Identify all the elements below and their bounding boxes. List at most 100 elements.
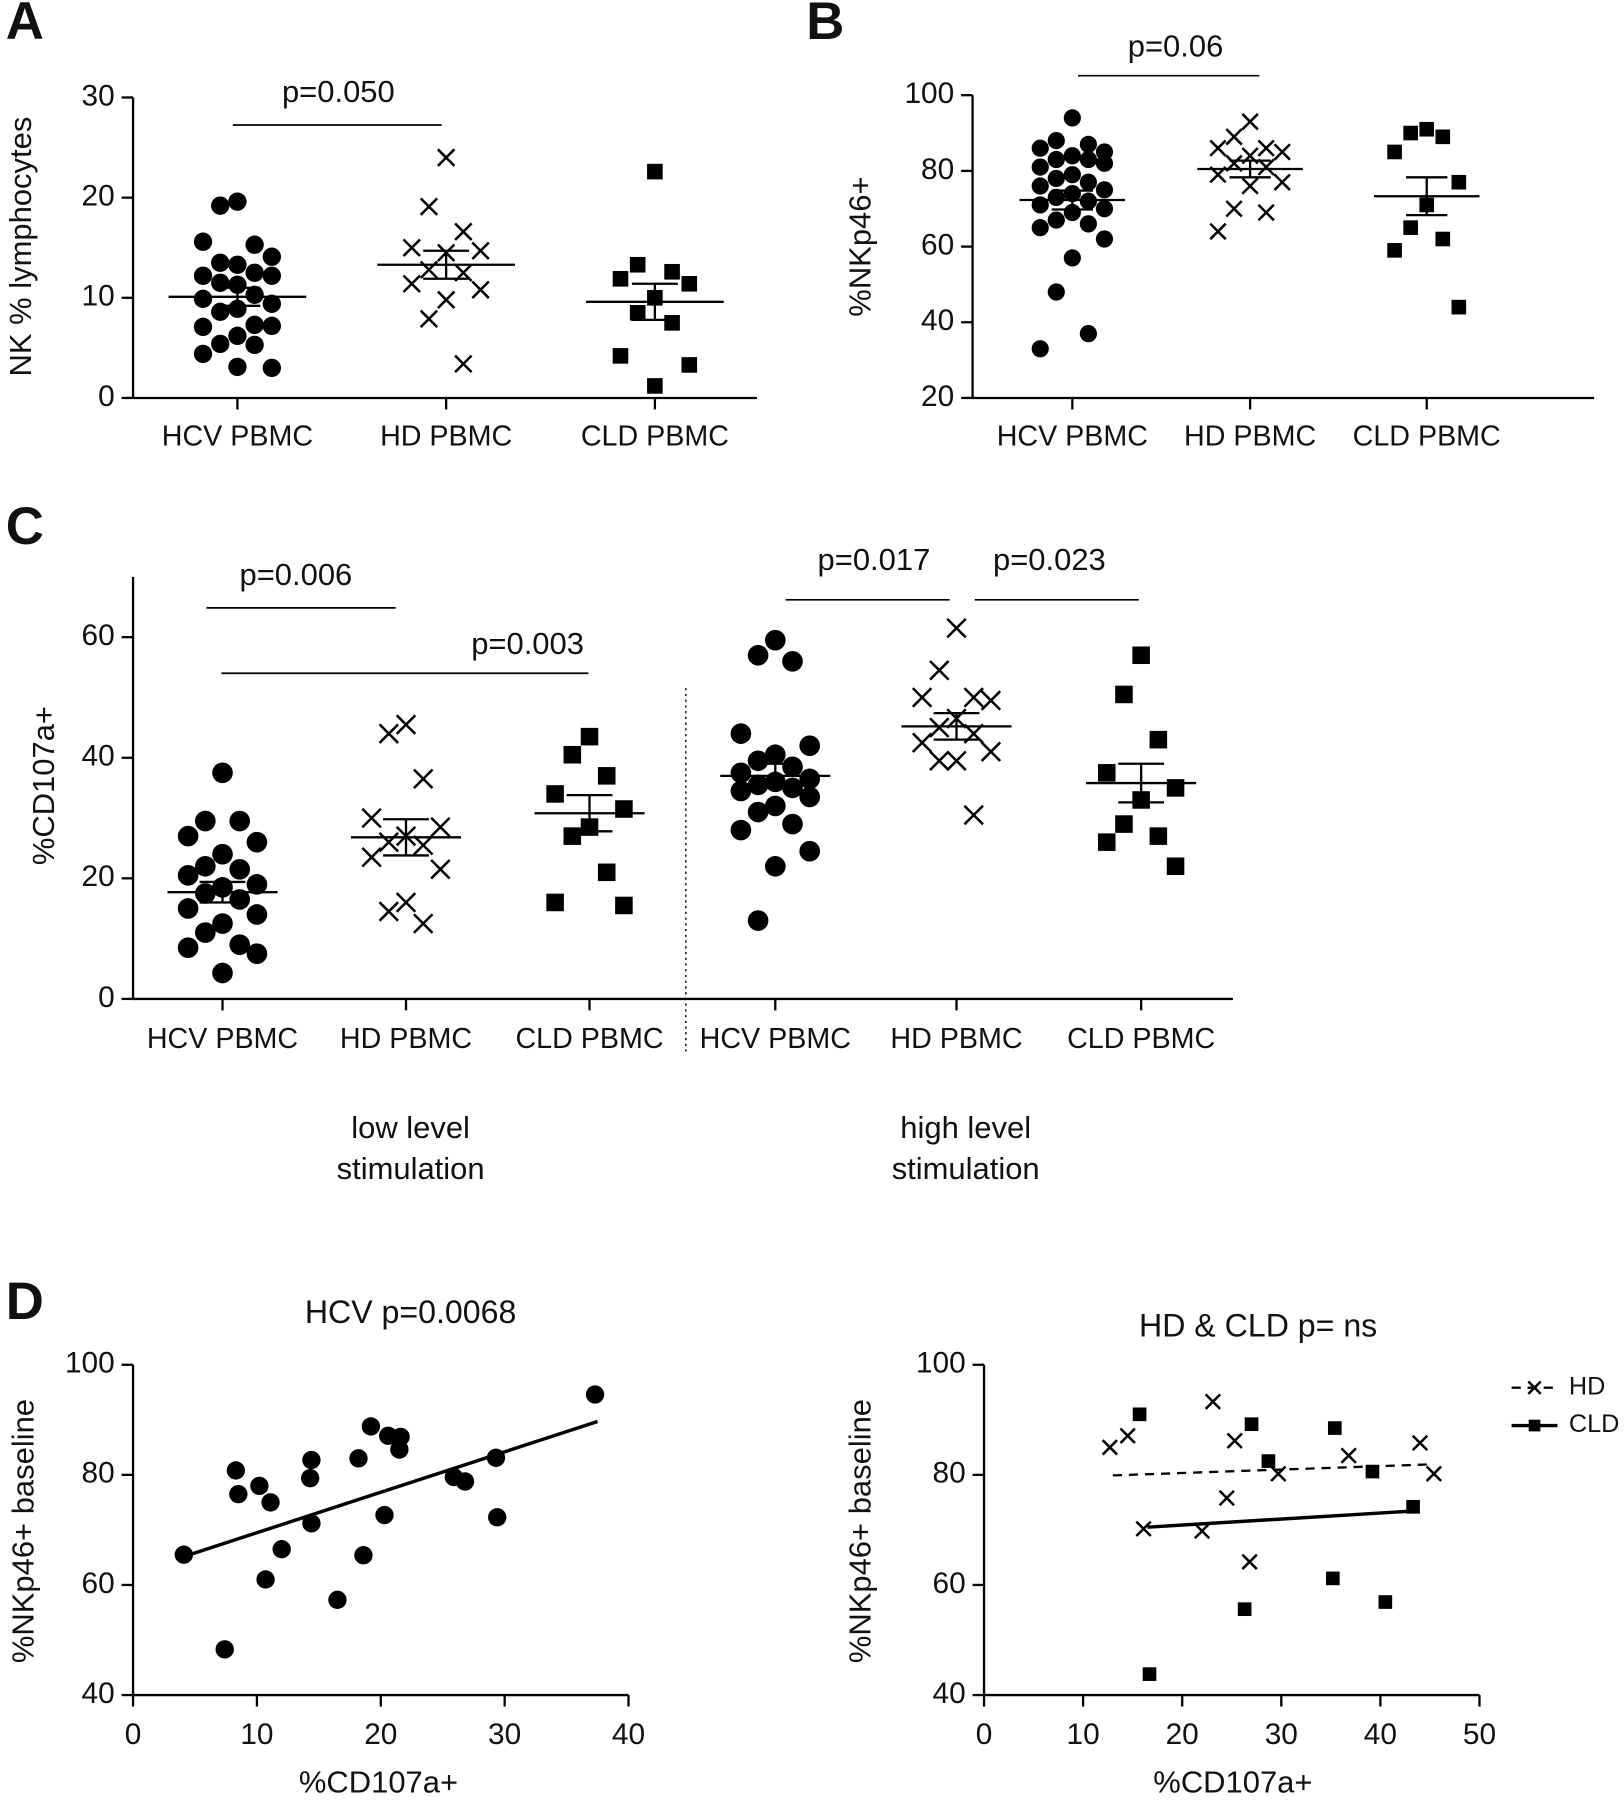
x-tick-label: 0 [976,1718,993,1751]
point [1095,200,1114,218]
point [177,825,199,847]
point [730,819,752,841]
point [911,732,933,753]
point [256,1570,275,1589]
y-tick-label: 40 [82,1677,115,1710]
point [1097,764,1116,782]
point [375,1505,394,1525]
point [193,317,213,337]
point [1425,1465,1443,1482]
point [963,687,984,708]
point [1101,1439,1118,1456]
x-axis-label: %CD107a+ [299,1765,458,1800]
point [1095,154,1114,172]
fit-line [1147,1509,1411,1529]
point [1237,1602,1252,1617]
point [946,750,967,771]
point [929,717,950,738]
point [1115,685,1133,704]
point [430,859,451,880]
point [215,1640,234,1659]
point [1403,220,1418,235]
point [1063,147,1081,165]
point [1047,150,1065,169]
point [647,378,663,394]
point [1241,1553,1258,1570]
point [1325,1571,1340,1586]
point [437,148,456,167]
point [471,280,490,299]
point [193,344,213,364]
point [262,247,282,266]
point [597,863,616,882]
point [1273,143,1291,161]
point [664,263,680,280]
point [1257,158,1275,176]
y-tick-label: 80 [82,1457,115,1490]
p-value: p=0.017 [818,542,931,577]
x-tick-label: 20 [1166,1718,1199,1751]
point [361,807,382,829]
point [455,1472,475,1491]
point [211,302,230,321]
point [301,1468,320,1488]
p-value: p=0.06 [1128,28,1224,63]
point [194,922,216,943]
point [1378,1595,1393,1609]
point [730,762,752,784]
point [395,892,417,913]
point [1257,139,1275,157]
x-tick-label: 30 [1265,1718,1298,1751]
point [177,864,199,886]
point [228,255,247,274]
point [1204,1393,1222,1410]
point [378,831,399,853]
y-tick-label: 10 [82,280,115,313]
point [419,309,439,328]
x-tick-label: CLD PBMC [515,1023,663,1055]
point [1047,132,1065,150]
point [194,810,216,832]
point [782,756,803,778]
group-label: stimulation [892,1151,1040,1186]
point [764,629,786,651]
y-tick-label: 80 [933,1457,966,1490]
p-value: p=0.050 [282,74,395,109]
point [413,913,434,934]
x-tick-label: HD PBMC [380,421,512,453]
point [413,834,434,856]
fit-line [185,1419,599,1558]
point [229,810,251,832]
point [1261,1454,1276,1468]
y-tick-label: 20 [82,180,115,213]
point [1079,135,1097,153]
point [664,315,680,331]
point [799,768,821,790]
point [1142,1667,1157,1681]
x-tick-label: HD PBMC [890,1023,1022,1055]
group-label: high level [900,1110,1031,1145]
y-axis-label: %CD107a+ [26,706,61,865]
point [1079,325,1097,343]
point [1218,1489,1235,1507]
y-tick-label: 40 [82,740,115,773]
x-tick-label: 0 [125,1718,142,1751]
point [1031,139,1049,157]
point [228,326,247,346]
point [245,335,264,355]
point [1451,174,1467,190]
point [194,883,216,904]
point [229,858,251,880]
point [782,813,803,835]
point [563,827,582,845]
point [612,348,629,364]
point [629,256,646,273]
point [946,617,967,639]
point [228,192,247,211]
point [194,855,216,877]
point [1387,243,1402,258]
point [1119,1427,1136,1444]
point [354,1546,373,1565]
point [1095,181,1114,199]
